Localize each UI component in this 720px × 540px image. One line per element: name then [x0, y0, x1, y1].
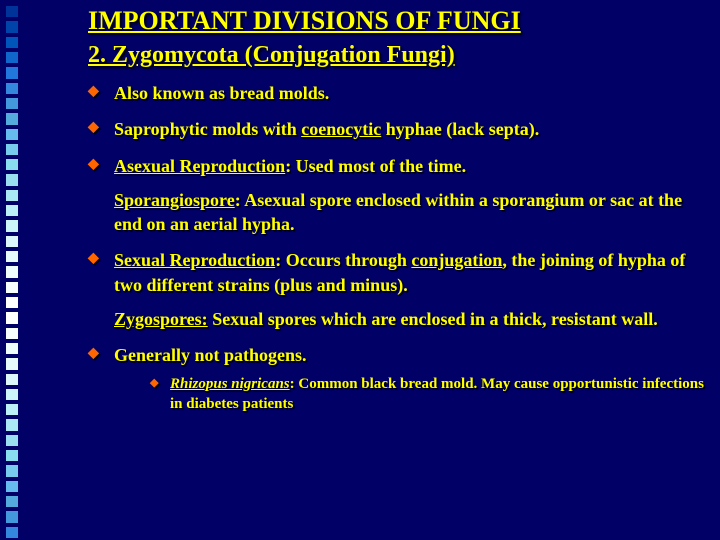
underlined-term: Zygospores:: [114, 309, 208, 329]
decoration-square: [6, 83, 18, 94]
decoration-square: [6, 389, 18, 400]
decoration-square: [6, 404, 18, 415]
decoration-square: [6, 37, 18, 48]
decoration-square: [6, 527, 18, 538]
bullet-text: Sexual spores which are enclosed in a th…: [208, 309, 658, 329]
decoration-square: [6, 435, 18, 446]
decoration-square: [6, 113, 18, 124]
decoration-square: [6, 419, 18, 430]
decoration-square: [6, 220, 18, 231]
underlined-term: Sexual Reproduction: [114, 250, 275, 270]
bullet-text: Generally not pathogens.: [114, 345, 307, 365]
bullet-text: : Occurs through: [275, 250, 411, 270]
bullet-text: hyphae (lack septa).: [381, 119, 539, 139]
bullet-item: Also known as bread molds.: [88, 81, 708, 105]
decoration-square: [6, 465, 18, 476]
underlined-term: coenocytic: [301, 119, 381, 139]
decoration-square: [6, 190, 18, 201]
decoration-square: [6, 266, 18, 277]
decoration-square: [6, 450, 18, 461]
decoration-square: [6, 129, 18, 140]
slide-title: IMPORTANT DIVISIONS OF FUNGI: [88, 6, 708, 36]
decoration-square: [6, 67, 18, 78]
decoration-square: [6, 21, 18, 32]
decoration-square: [6, 496, 18, 507]
decoration-square: [6, 98, 18, 109]
decoration-square: [6, 312, 18, 323]
underlined-term: Asexual Reproduction: [114, 156, 285, 176]
sub-bullet-item: Rhizopus nigricans: Common black bread m…: [114, 374, 708, 415]
decoration-square: [6, 205, 18, 216]
side-gradient-squares: [0, 0, 40, 540]
decoration-square: [6, 343, 18, 354]
underlined-term: Sporangiospore: [114, 190, 235, 210]
decoration-square: [6, 374, 18, 385]
decoration-square: [6, 52, 18, 63]
species-name: Rhizopus nigricans: [170, 376, 290, 392]
bullet-item: Saprophytic molds with coenocytic hyphae…: [88, 117, 708, 141]
bullet-text: : Used most of the time.: [285, 156, 466, 176]
decoration-square: [6, 328, 18, 339]
bullet-item: Sexual Reproduction: Occurs through conj…: [88, 248, 708, 331]
decoration-square: [6, 251, 18, 262]
decoration-square: [6, 6, 18, 17]
decoration-square: [6, 282, 18, 293]
decoration-square: [6, 174, 18, 185]
bullet-item: Generally not pathogens. Rhizopus nigric…: [88, 343, 708, 414]
bullet-item: Asexual Reproduction: Used most of the t…: [88, 154, 708, 237]
decoration-square: [6, 511, 18, 522]
bullet-text: Also known as bread molds.: [114, 83, 329, 103]
decoration-square: [6, 159, 18, 170]
bullet-list: Also known as bread molds. Saprophytic m…: [88, 81, 708, 414]
decoration-square: [6, 236, 18, 247]
decoration-square: [6, 481, 18, 492]
slide-content: IMPORTANT DIVISIONS OF FUNGI 2. Zygomyco…: [88, 6, 708, 426]
bullet-text: Saprophytic molds with: [114, 119, 301, 139]
decoration-square: [6, 297, 18, 308]
decoration-square: [6, 358, 18, 369]
underlined-term: conjugation: [411, 250, 502, 270]
decoration-square: [6, 144, 18, 155]
slide-subtitle: 2. Zygomycota (Conjugation Fungi): [88, 42, 708, 69]
